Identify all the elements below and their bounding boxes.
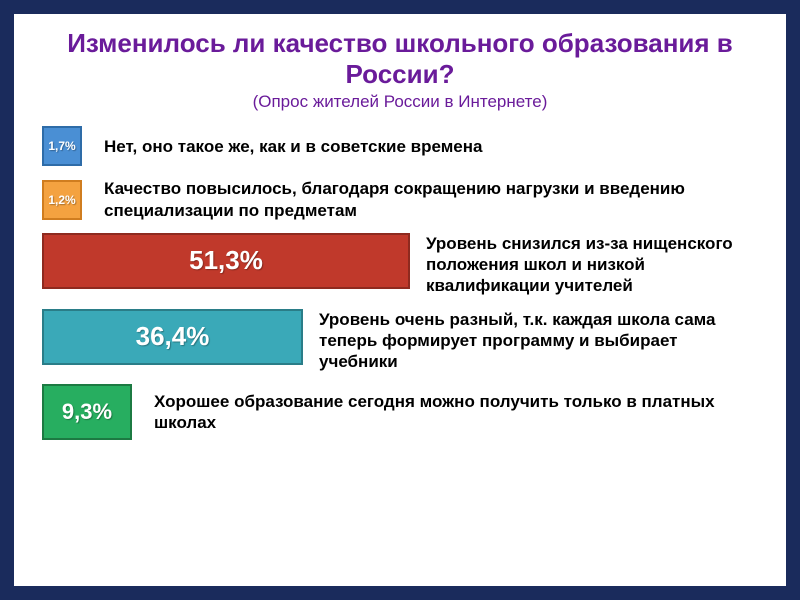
- bar-box-4: 36,4%: [42, 309, 303, 365]
- bar-value-5: 9,3%: [62, 399, 112, 425]
- bar-box-3: 51,3%: [42, 233, 410, 289]
- chart-subtitle: (Опрос жителей России в Интернете): [42, 92, 758, 112]
- bar-label-5: Хорошее образование сегодня можно получи…: [154, 391, 758, 434]
- chart-card: Изменилось ли качество школьного образов…: [14, 14, 786, 586]
- bar-label-3: Уровень снизился из-за нищенского положе…: [426, 233, 758, 297]
- chart-title: Изменилось ли качество школьного образов…: [42, 28, 758, 90]
- bar-box-1: 1,7%: [42, 126, 82, 166]
- bar-box-5: 9,3%: [42, 384, 132, 440]
- bar-label-4: Уровень очень разный, т.к. каждая школа …: [319, 309, 758, 373]
- bar-row-4: 36,4% Уровень очень разный, т.к. каждая …: [42, 309, 758, 373]
- bar-row-1: 1,7% Нет, оно такое же, как и в советски…: [42, 126, 758, 166]
- bar-value-4: 36,4%: [136, 321, 210, 352]
- bar-label-1: Нет, оно такое же, как и в советские вре…: [104, 136, 482, 157]
- bar-row-2: 1,2% Качество повысилось, благодаря сокр…: [42, 178, 758, 221]
- bar-row-5: 9,3% Хорошее образование сегодня можно п…: [42, 384, 758, 440]
- bar-value-1: 1,7%: [48, 139, 75, 153]
- bar-row-3: 51,3% Уровень снизился из-за нищенского …: [42, 233, 758, 297]
- bar-box-2: 1,2%: [42, 180, 82, 220]
- bar-label-2: Качество повысилось, благодаря сокращени…: [104, 178, 758, 221]
- bar-value-2: 1,2%: [48, 193, 75, 207]
- bar-value-3: 51,3%: [189, 245, 263, 276]
